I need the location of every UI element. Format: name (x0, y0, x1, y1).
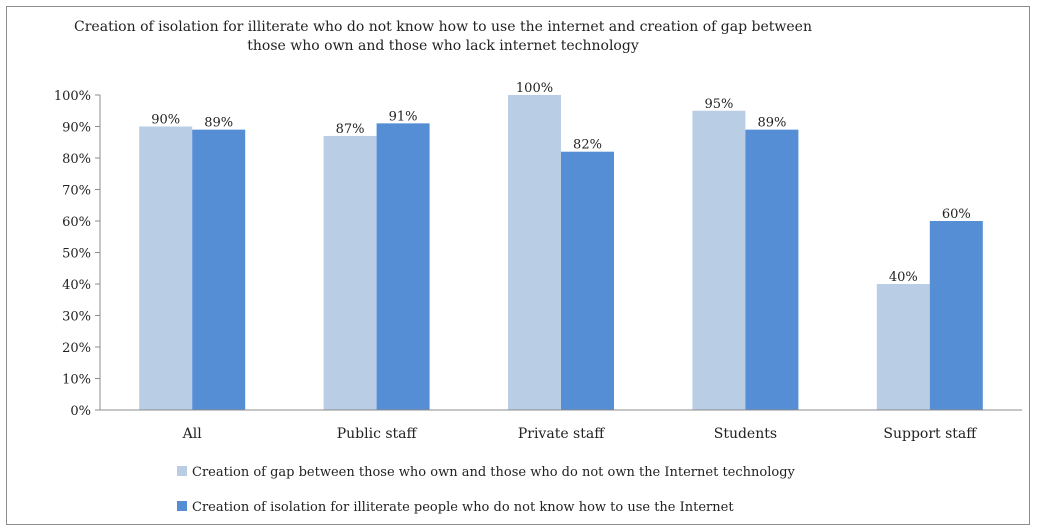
y-axis: 0% 10% 20% 30% 40% 50% 60% 70% 80% 90% 100% (54, 89, 101, 419)
y-tick-label: 20% (62, 341, 91, 356)
y-tick-label: 80% (62, 152, 91, 167)
chart-title-line-1: Creation of isolation for illiterate who… (74, 19, 812, 35)
data-label: 91% (389, 109, 418, 124)
legend-swatch-2 (177, 501, 187, 511)
y-tick-label: 50% (62, 247, 91, 262)
y-tick-label: 30% (62, 310, 91, 325)
y-tick-label: 10% (62, 373, 91, 388)
y-tick-label: 70% (62, 184, 91, 199)
bars (139, 95, 983, 410)
x-tick-label: Private staff (518, 426, 605, 442)
value-labels: 90% 89% 87% 91% 100% 82% 95% 89% 40% 60% (151, 81, 971, 285)
x-tick-label: Students (714, 426, 777, 442)
bar-series-2-students (745, 129, 799, 410)
bar-series-1-support-staff (876, 284, 930, 410)
bar-chart: Creation of isolation for illiterate who… (54, 19, 1022, 515)
bar-series-1-students (692, 110, 746, 410)
y-tick-label: 90% (62, 121, 91, 136)
data-label: 90% (151, 113, 180, 128)
x-tick-label: All (182, 426, 203, 442)
data-label: 40% (889, 270, 918, 285)
legend-label-2: Creation of isolation for illiterate peo… (192, 500, 734, 515)
data-label: 87% (336, 122, 365, 137)
legend-label-1: Creation of gap between those who own an… (192, 465, 796, 480)
data-label: 89% (204, 116, 233, 131)
chart-title: Creation of isolation for illiterate who… (74, 19, 812, 54)
y-tick-label: 60% (62, 215, 91, 230)
bar-series-2-support-staff (929, 221, 983, 410)
chart-title-line-2: those who own and those who lack interne… (247, 38, 639, 54)
legend-swatch-1 (177, 466, 187, 476)
data-label: 60% (942, 207, 971, 222)
y-tick-label: 100% (54, 89, 91, 104)
bar-series-2-private-staff (561, 151, 614, 410)
bar-series-2-public-staff (376, 123, 430, 410)
x-tick-label: Public staff (337, 426, 418, 442)
x-tick-label: Support staff (883, 426, 977, 442)
bar-series-1-public-staff (323, 135, 377, 410)
bar-series-1-private-staff (508, 95, 561, 410)
bar-series-2-all (192, 129, 246, 410)
data-label: 95% (704, 97, 733, 112)
y-tick-label: 40% (62, 278, 91, 293)
bar-series-1-all (139, 126, 193, 410)
y-tick-label: 0% (70, 404, 91, 419)
x-axis: All Public staff Private staff Students Supp… (100, 409, 1022, 442)
data-label: 82% (573, 138, 602, 153)
data-label: 89% (757, 116, 786, 131)
chart-frame: Creation of isolation for illiterate who… (6, 6, 1030, 525)
legend: Creation of gap between those who own an… (177, 465, 796, 515)
data-label: 100% (516, 81, 553, 96)
